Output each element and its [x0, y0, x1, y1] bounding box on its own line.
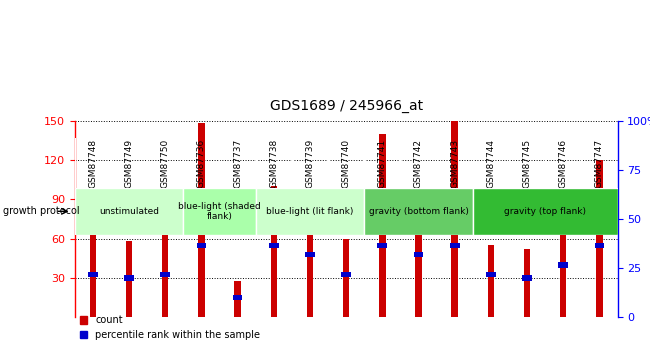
Text: GSM87748: GSM87748 — [88, 138, 98, 188]
Text: GSM87744: GSM87744 — [486, 138, 495, 188]
Bar — [234, 281, 241, 317]
Text: GSM87741: GSM87741 — [378, 138, 387, 188]
Bar — [305, 252, 315, 257]
Bar — [233, 295, 242, 300]
Text: GSM87740: GSM87740 — [342, 138, 350, 188]
Text: growth protocol: growth protocol — [3, 207, 80, 216]
Text: GSM87749: GSM87749 — [125, 138, 133, 188]
Bar — [255, 188, 364, 235]
Bar — [595, 243, 604, 248]
Bar — [486, 272, 496, 277]
Text: GSM87750: GSM87750 — [161, 138, 170, 188]
Bar — [198, 124, 205, 317]
Bar — [124, 275, 134, 281]
Bar — [488, 245, 494, 317]
Bar — [473, 188, 618, 235]
Bar — [524, 249, 530, 317]
Bar — [341, 272, 351, 277]
Text: GSM87747: GSM87747 — [595, 138, 604, 188]
Bar — [379, 134, 385, 317]
Bar — [558, 262, 568, 268]
Bar — [364, 188, 473, 235]
Text: blue-light (shaded
flank): blue-light (shaded flank) — [178, 201, 261, 221]
Legend: count, percentile rank within the sample: count, percentile rank within the sample — [79, 315, 260, 340]
Text: GSM87738: GSM87738 — [269, 138, 278, 188]
Title: GDS1689 / 245966_at: GDS1689 / 245966_at — [270, 99, 422, 113]
Bar — [415, 222, 422, 317]
Bar — [343, 239, 350, 317]
Text: gravity (top flank): gravity (top flank) — [504, 207, 586, 216]
Text: blue-light (lit flank): blue-light (lit flank) — [266, 207, 354, 216]
Bar — [307, 199, 313, 317]
Bar — [125, 241, 133, 317]
Bar — [450, 243, 460, 248]
Bar — [378, 243, 387, 248]
Bar — [90, 190, 96, 317]
Text: GSM87739: GSM87739 — [306, 138, 315, 188]
Text: unstimulated: unstimulated — [99, 207, 159, 216]
Text: GSM87745: GSM87745 — [523, 138, 532, 188]
Text: GSM87736: GSM87736 — [197, 138, 206, 188]
Bar — [522, 275, 532, 281]
Bar — [88, 272, 97, 277]
Bar — [269, 243, 279, 248]
Bar — [196, 243, 206, 248]
Bar — [270, 186, 277, 317]
Bar — [162, 193, 168, 317]
Bar — [560, 222, 567, 317]
Text: GSM87746: GSM87746 — [559, 138, 567, 188]
Bar — [596, 160, 603, 317]
Text: GSM87737: GSM87737 — [233, 138, 242, 188]
Bar — [161, 272, 170, 277]
Text: GSM87742: GSM87742 — [414, 138, 423, 188]
Text: gravity (bottom flank): gravity (bottom flank) — [369, 207, 469, 216]
Bar — [413, 252, 423, 257]
Text: GSM87743: GSM87743 — [450, 138, 459, 188]
Bar — [451, 121, 458, 317]
Bar — [183, 188, 255, 235]
Bar — [75, 188, 183, 235]
